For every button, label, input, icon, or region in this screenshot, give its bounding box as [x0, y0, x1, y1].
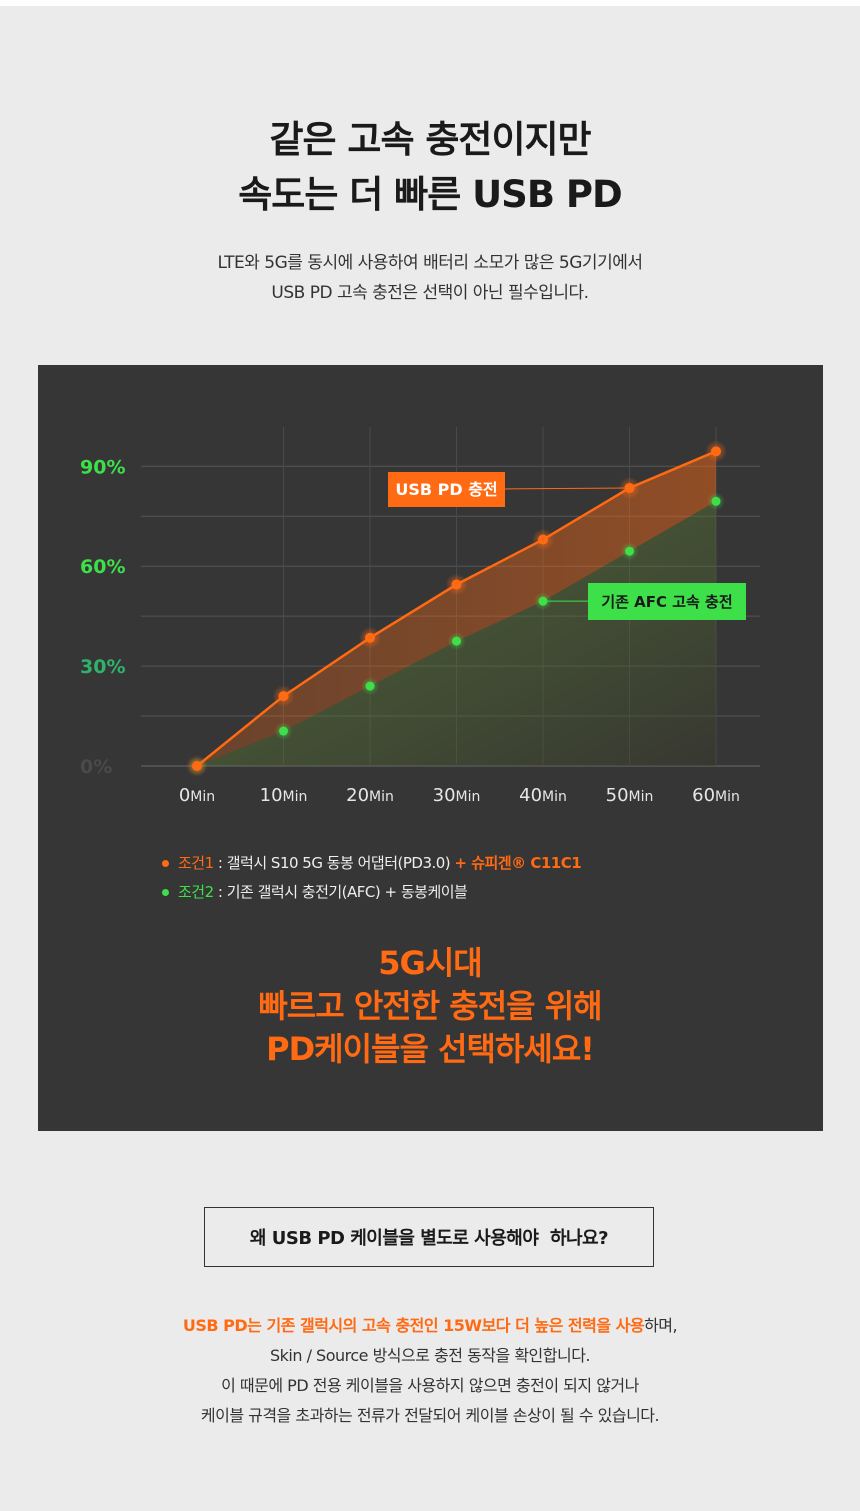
afc-point [711, 496, 721, 506]
orange-dot-icon [162, 860, 169, 867]
intro-line-1: LTE와 5G를 동시에 사용하여 배터리 소모가 많은 5G기기에서 [217, 253, 643, 273]
answer-line-2: Skin / Source 방식으로 충전 동작을 확인합니다. [269, 1346, 591, 1365]
faq-answer: USB PD는 기존 갤럭시의 고속 충전인 15W보다 더 높은 전력을 사용… [0, 1311, 860, 1431]
legend-condition-1: 조건1 : 갤럭시 S10 5G 동봉 어댑터(PD3.0) + 슈피겐® C1… [162, 849, 582, 878]
x-tick-label: 30Min [433, 785, 481, 806]
afc-area [197, 501, 716, 766]
afc-callout-box [588, 583, 746, 620]
faq-question-box: 왜 USB PD 케이블을 별도로 사용해야 하나요? [204, 1207, 654, 1267]
slogan: 5G시대 빠르고 안전한 충전을 위해 PD케이블을 선택하세요! [0, 942, 860, 1071]
usb-pd-point [711, 446, 721, 457]
answer-line-3: 이 때문에 PD 전용 케이블을 사용하지 않으면 충전이 되지 않거나 [221, 1376, 639, 1395]
afc-point [365, 681, 375, 691]
chart-panel: 0% 30% 60% 90% 0Min 10Min 20Min 30Min 40Min 50Min… [38, 365, 823, 1131]
usb-pd-point [365, 632, 375, 643]
usb-pd-series-label: USB PD 충전 [395, 480, 497, 499]
faq-question: 왜 USB PD 케이블을 별도로 사용해야 하나요? [249, 1228, 609, 1249]
y-tick-label: 60% [80, 556, 125, 578]
answer-line-1: USB PD는 기존 갤럭시의 고속 충전인 15W보다 더 높은 전력을 사용… [0, 1311, 860, 1341]
slogan-line-2: 빠르고 안전한 충전을 위해 [258, 987, 602, 1025]
charging-speed-chart: 0% 30% 60% 90% 0Min 10Min 20Min 30Min 40Min 50Min… [80, 427, 760, 806]
slogan-line-1: 5G시대 [378, 944, 482, 982]
condition-1-separator: : [213, 854, 227, 872]
legend-condition-2: 조건2 : 기존 갤럭시 충전기(AFC) + 동봉케이블 [162, 878, 581, 907]
x-tick-label: 0Min [179, 785, 215, 806]
usb-pd-point [451, 579, 462, 590]
intro-line-2: USB PD 고속 충전은 선택이 아닌 필수입니다. [271, 283, 589, 303]
x-tick-label: 40Min [519, 785, 567, 806]
usb-pd-point [278, 691, 289, 702]
x-tick-label: 60Min [692, 785, 740, 806]
usb-pd-callout-line [504, 487, 630, 490]
y-tick-label: 90% [80, 456, 125, 478]
afc-series-label: 기존 AFC 고속 충전 [601, 593, 732, 611]
usb-pd-point [538, 534, 548, 545]
condition-1-text: 갤럭시 S10 5G 동봉 어댑터(PD3.0) [226, 854, 455, 872]
x-tick-label: 10Min [260, 785, 308, 806]
page-title: 같은 고속 충전이지만 속도는 더 빠른 USB PD [0, 112, 860, 222]
answer-line-1-rest: 하며, [644, 1316, 678, 1335]
condition-2-text: 기존 갤럭시 충전기(AFC) + 동봉케이블 [226, 883, 468, 901]
condition-2-separator: : [213, 883, 227, 901]
afc-point [625, 546, 634, 556]
answer-line-4: 케이블 규격을 초과하는 전류가 전달되어 케이블 손상이 될 수 있습니다. [200, 1406, 660, 1425]
condition-1-label: 조건1 [178, 854, 214, 872]
chart-legend: 조건1 : 갤럭시 S10 5G 동봉 어댑터(PD3.0) + 슈피겐® C1… [162, 849, 582, 907]
green-dot-icon [162, 889, 169, 896]
condition-2-label: 조건2 [178, 883, 214, 901]
usb-pd-callout-box [388, 472, 505, 507]
usb-pd-area [197, 451, 716, 766]
headline-line-2: 속도는 더 빠른 USB PD [238, 173, 623, 216]
chart-areas [197, 451, 716, 766]
x-tick-label: 20Min [346, 785, 394, 806]
x-tick-label: 50Min [606, 785, 654, 806]
answer-highlight: USB PD는 기존 갤럭시의 고속 충전인 15W보다 더 높은 전력을 사용 [182, 1316, 645, 1335]
y-tick-label: 30% [80, 656, 125, 678]
y-tick-label: 0% [80, 756, 112, 778]
slogan-line-3: PD케이블을 선택하세요! [266, 1030, 595, 1068]
headline-line-1: 같은 고속 충전이지만 [269, 118, 591, 161]
intro-text: LTE와 5G를 동시에 사용하여 배터리 소모가 많은 5G기기에서 USB … [0, 248, 860, 308]
chart-labels: 0% 30% 60% 90% 0Min 10Min 20Min 30Min 40Min 50Min… [80, 456, 746, 806]
top-strip [0, 0, 860, 6]
afc-point [279, 726, 288, 736]
usb-pd-point [192, 761, 202, 771]
afc-point [452, 636, 461, 646]
condition-1-highlight: + 슈피겐® C11C1 [454, 854, 582, 872]
